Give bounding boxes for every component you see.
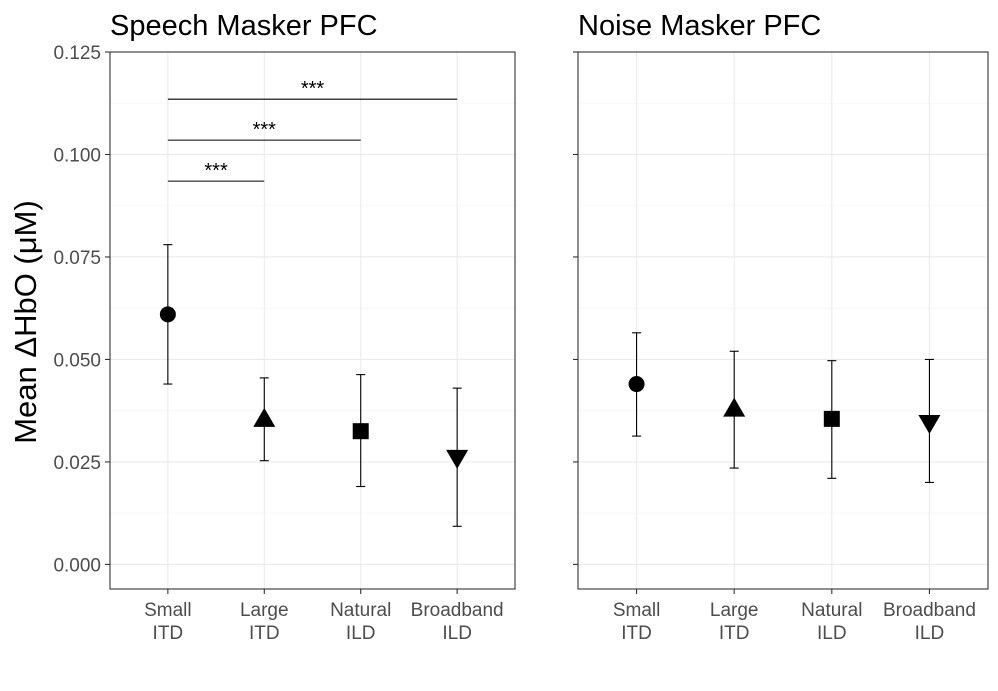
x-tick-label: Small <box>613 600 661 621</box>
mean-point-triangle-down <box>918 414 941 434</box>
x-tick-label: ITD <box>153 623 184 644</box>
y-tick-label: 0.050 <box>53 350 101 371</box>
significance-label: *** <box>253 119 277 141</box>
mean-point-triangle-up <box>253 407 276 427</box>
panel-2: Noise Masker PFCSmallITDLargeITDNaturalI… <box>573 10 989 644</box>
x-tick-label: Large <box>240 600 289 621</box>
x-tick-label: Broadband <box>411 600 504 621</box>
panel-border <box>109 51 516 590</box>
x-tick-label: ILD <box>915 623 945 644</box>
y-tick-label: 0.075 <box>53 248 101 269</box>
significance-label: *** <box>301 78 325 100</box>
mean-point-triangle-up <box>723 397 746 417</box>
significance-label: *** <box>204 160 228 182</box>
x-tick-label: Natural <box>330 600 391 621</box>
y-axis-label: Mean ΔHbO (μM) <box>8 200 43 444</box>
panel-1: Speech Masker PFC 0.000 0.025 0.050 0.075 0.1… <box>53 10 516 644</box>
mean-point-square <box>352 423 369 440</box>
mean-point-square <box>823 410 840 427</box>
y-tick-label: 0.000 <box>53 555 101 576</box>
chart-panels: Speech Masker PFC 0.000 0.025 0.050 0.075 0.1… <box>53 10 989 644</box>
x-tick-label: Small <box>144 600 192 621</box>
x-tick-label: ILD <box>442 623 472 644</box>
x-tick-label: ITD <box>719 623 750 644</box>
mean-point-circle <box>628 376 645 393</box>
panel-border <box>577 51 989 590</box>
x-tick-label: ILD <box>346 623 376 644</box>
y-tick-label: 0.025 <box>53 453 101 474</box>
x-tick-label: Natural <box>801 600 862 621</box>
mean-point-triangle-down <box>446 449 469 469</box>
x-tick-label: Large <box>710 600 759 621</box>
x-tick-label: ITD <box>621 623 652 644</box>
y-tick-label: 0.125 <box>53 43 101 64</box>
mean-point-circle <box>159 306 176 323</box>
x-tick-label: Broadband <box>883 600 976 621</box>
panel-title: Noise Masker PFC <box>578 10 821 42</box>
x-tick-label: ITD <box>249 623 280 644</box>
y-tick-label: 0.100 <box>53 145 101 166</box>
x-tick-label: ILD <box>817 623 847 644</box>
panel-title: Speech Masker PFC <box>110 10 378 42</box>
